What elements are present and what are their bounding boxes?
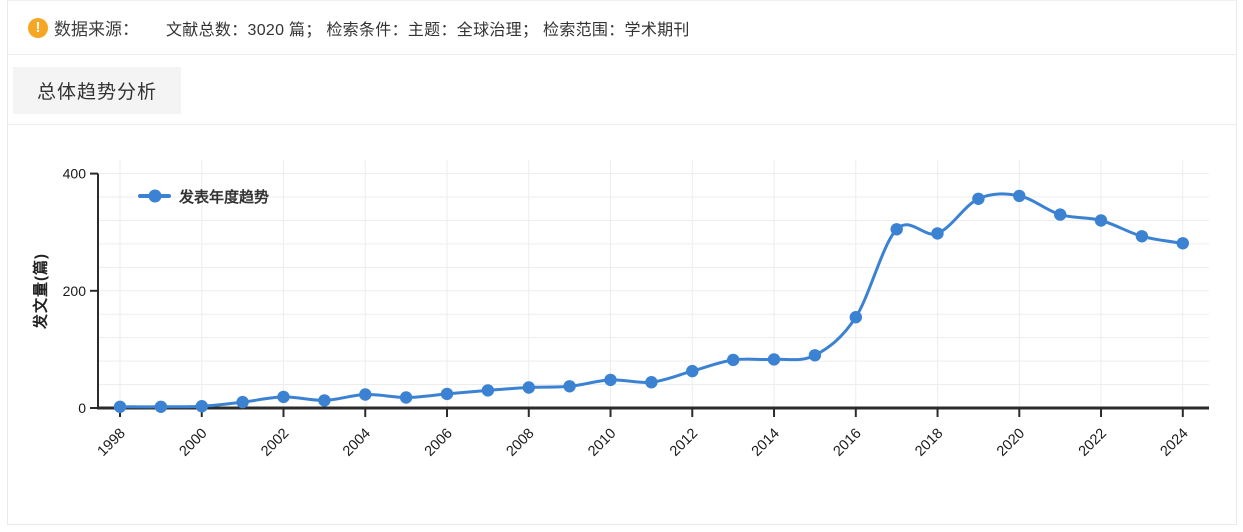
legend-label: 发表年度趋势 — [179, 188, 270, 206]
legend-line-dot-marker — [138, 189, 171, 203]
data-point-2018[interactable] — [931, 227, 944, 240]
trend-chart-panel: 0 200 400 1998 2000 2002 2004 2006 2008 2010 2012 2… — [8, 125, 1236, 525]
info-bar: ! 数据来源： 文献总数：3020 篇； 检索条件：主题：全球治理； 检索范围：… — [8, 1, 1236, 55]
x-tick-label: 2010 — [585, 426, 619, 460]
data-point-2017[interactable] — [890, 223, 903, 236]
data-point-2021[interactable] — [1054, 208, 1067, 221]
data-point-2019[interactable] — [972, 192, 985, 205]
data-point-2011[interactable] — [645, 376, 658, 389]
data-point-2009[interactable] — [563, 380, 576, 393]
y-tick-label: 200 — [63, 283, 87, 299]
y-tick-label: 400 — [63, 166, 87, 182]
tab-bar: 总体趋势分析 — [8, 55, 1236, 125]
trend-line — [118, 192, 1185, 409]
x-tick-label: 2008 — [503, 426, 537, 460]
trend-line-chart: 0 200 400 1998 2000 2002 2004 2006 2008 2010 2012 2… — [63, 160, 1209, 460]
data-source-label: 数据来源： — [54, 20, 139, 39]
y-axis-title: 发文量(篇) — [32, 253, 50, 329]
data-point-2010[interactable] — [604, 373, 617, 387]
data-point-2008[interactable] — [522, 381, 535, 394]
x-tick-label: 2022 — [1076, 426, 1110, 460]
chart-legend[interactable]: 发表年度趋势 — [138, 187, 270, 206]
data-point-2016[interactable] — [849, 311, 862, 324]
x-tick-label: 2002 — [258, 426, 292, 460]
data-point-2001[interactable] — [236, 395, 249, 409]
y-tick-label: 0 — [78, 400, 86, 416]
data-point-2020[interactable] — [1013, 189, 1026, 203]
data-point-2000[interactable] — [195, 400, 208, 413]
data-point-2024[interactable] — [1176, 237, 1190, 250]
warning-icon: ! — [28, 17, 48, 38]
data-point-2023[interactable] — [1135, 230, 1149, 243]
x-tick-label: 2012 — [667, 426, 701, 460]
data-point-2013[interactable] — [727, 353, 740, 367]
x-tick-label: 2020 — [994, 426, 1028, 460]
data-point-1999[interactable] — [154, 400, 168, 413]
analysis-panel: ! 数据来源： 文献总数：3020 篇； 检索条件：主题：全球治理； 检索范围：… — [7, 0, 1237, 525]
data-point-2005[interactable] — [399, 391, 413, 404]
x-tick-label: 2004 — [340, 426, 374, 460]
x-tick-label: 2000 — [176, 426, 210, 460]
x-tick-label: 2018 — [912, 426, 946, 460]
data-point-2015[interactable] — [808, 349, 822, 362]
data-point-2006[interactable] — [440, 387, 454, 401]
data-point-2004[interactable] — [359, 388, 372, 401]
data-point-2002[interactable] — [277, 390, 290, 404]
x-tick-label: 2016 — [830, 426, 864, 460]
data-point-1998[interactable] — [113, 400, 127, 413]
data-point-2003[interactable] — [318, 394, 331, 407]
x-tick-label: 2014 — [749, 426, 783, 460]
search-stats-text: 文献总数：3020 篇； 检索条件：主题：全球治理； 检索范围：学术期刊 — [166, 21, 690, 39]
x-tick-label: 1998 — [95, 426, 129, 460]
x-tick-label: 2006 — [422, 426, 456, 460]
data-point-2014[interactable] — [767, 353, 781, 366]
tab-overall-trend[interactable]: 总体趋势分析 — [13, 67, 182, 114]
data-point-2007[interactable] — [481, 384, 495, 397]
data-point-2022[interactable] — [1094, 214, 1108, 227]
data-point-2012[interactable] — [686, 364, 699, 378]
x-tick-label: 2024 — [1157, 426, 1191, 460]
